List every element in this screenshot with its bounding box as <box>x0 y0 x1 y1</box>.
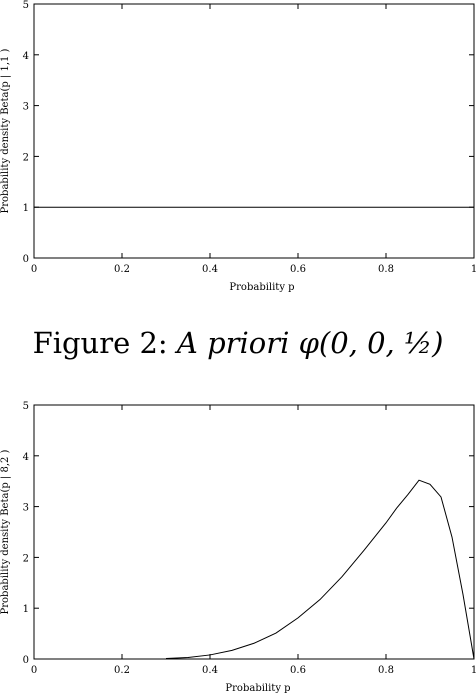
y-tick-label: 1 <box>23 604 29 615</box>
y-tick-label: 3 <box>23 102 29 113</box>
y-axis-label: Probability density Beta(p | 8,2 ) <box>0 449 11 614</box>
x-tick-label: 0.8 <box>378 665 394 676</box>
y-tick-label: 3 <box>23 503 29 514</box>
x-tick-label: 0.2 <box>114 264 130 275</box>
y-tick-label: 1 <box>23 203 29 214</box>
y-tick-label: 2 <box>23 553 29 564</box>
chart-beta-8-2: 0 0.2 0.4 0.6 0.8 1 0 1 2 3 4 5 Probability p Proba… <box>0 401 476 694</box>
y-tick-label: 5 <box>23 0 29 11</box>
x-tick-label: 0.4 <box>202 264 218 275</box>
x-tick-label: 0.8 <box>378 264 394 275</box>
y-tick-label: 0 <box>23 655 29 666</box>
plot-frame <box>33 3 475 259</box>
x-axis-label: Probability p <box>229 282 294 293</box>
caption-prefix: Figure 2: <box>32 326 177 360</box>
x-tick-label: 0.2 <box>114 665 130 676</box>
x-axis-label: Probability p <box>225 683 290 694</box>
caption-italic: A priori <box>176 326 290 360</box>
y-tick-label: 5 <box>23 401 29 412</box>
figure-caption: Figure 2: A priori φ(0, 0, ½) <box>0 326 476 360</box>
x-tick-label: 0 <box>31 665 37 676</box>
x-tick-label: 0 <box>31 264 37 275</box>
x-tick-label: 1 <box>471 264 476 275</box>
y-tick-label: 4 <box>23 51 29 62</box>
series-line <box>165 479 475 660</box>
x-tick-label: 1 <box>471 665 476 676</box>
caption-math: φ(0, 0, ½) <box>298 326 444 360</box>
x-tick-label: 0.6 <box>290 264 306 275</box>
y-tick-label: 2 <box>23 152 29 163</box>
x-tick-label: 0.4 <box>202 665 218 676</box>
plot-frame <box>33 404 475 660</box>
y-tick-label: 0 <box>23 254 29 265</box>
x-tick-label: 0.6 <box>290 665 306 676</box>
y-axis-label: Probability density Beta(p | 1,1 ) <box>0 48 11 213</box>
chart-uniform-prior: 0 0.2 0.4 0.6 0.8 1 0 1 2 3 4 5 Probability p Proba… <box>0 0 476 293</box>
y-tick-label: 4 <box>23 452 29 463</box>
